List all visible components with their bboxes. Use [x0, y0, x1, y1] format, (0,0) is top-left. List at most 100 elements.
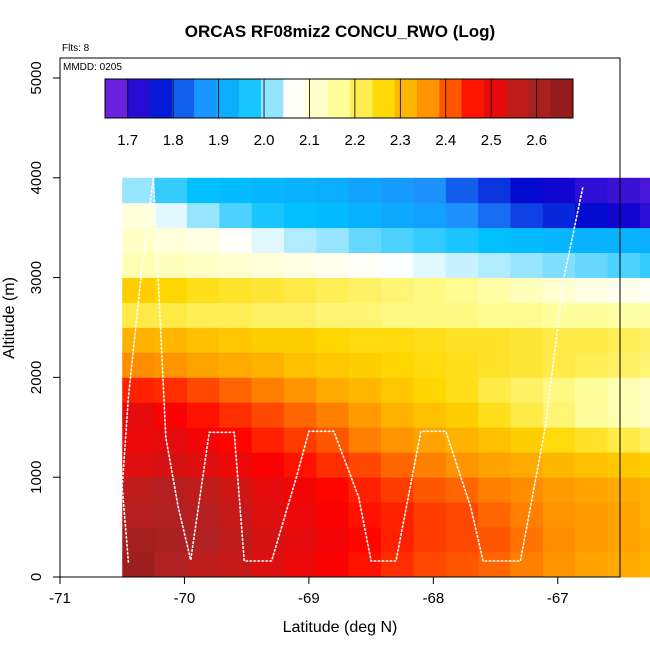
heatmap-cell	[122, 352, 155, 378]
heatmap-cell	[219, 352, 253, 378]
heatmap-cell	[639, 427, 650, 453]
x-axis: -71 -70 -69 -68 -67	[49, 576, 569, 607]
heatmap-cell	[575, 502, 608, 528]
heatmap-cell	[316, 327, 350, 353]
heatmap-cell	[316, 452, 350, 478]
heatmap-cell	[445, 527, 479, 553]
heatmap-cell	[478, 502, 511, 528]
heatmap-cell	[607, 502, 641, 528]
heatmap-cell	[478, 477, 511, 503]
heatmap-cell	[284, 377, 317, 403]
heatmap-cell	[154, 402, 188, 428]
heatmap-cell	[284, 277, 317, 303]
colorbar-swatch	[261, 79, 284, 118]
heatmap-cell	[478, 377, 511, 403]
heatmap-cell	[542, 227, 576, 254]
heatmap-cell	[154, 527, 188, 553]
heatmap-cell	[284, 427, 317, 453]
heatmap-cell	[478, 302, 511, 328]
heatmap-cell	[219, 177, 253, 204]
colorbar-tick-label: 2.6	[526, 132, 547, 149]
heatmap-cell	[575, 327, 608, 353]
heatmap-cell	[284, 527, 317, 553]
heatmap-cell	[607, 552, 641, 578]
heatmap-cell	[639, 377, 650, 403]
heatmap-cell	[639, 252, 650, 278]
colorbar-swatch	[194, 79, 217, 118]
colorbar-swatch	[528, 79, 552, 118]
colorbar-tick-label: 2.0	[254, 132, 275, 149]
heatmap-cell	[575, 177, 608, 204]
heatmap-cell	[445, 452, 479, 478]
heatmap-cell	[251, 277, 285, 303]
colorbar-tick-label: 2.5	[481, 132, 502, 149]
heatmap-cell	[542, 452, 576, 478]
heatmap-cell	[219, 477, 253, 503]
heatmap-cell	[348, 277, 382, 303]
heatmap-cell	[381, 227, 414, 254]
heatmap-cell	[478, 202, 511, 229]
colorbar-swatch	[417, 79, 440, 118]
heatmap-cell	[186, 227, 220, 254]
heatmap-cell	[122, 552, 155, 578]
heatmap-cell	[186, 352, 220, 378]
heatmap-cell	[445, 302, 479, 328]
heatmap-cell	[445, 477, 479, 503]
heatmap-cell	[542, 277, 576, 303]
heatmap-cell	[316, 377, 350, 403]
heatmap-cell	[607, 252, 641, 278]
heatmap-cell	[348, 252, 382, 278]
heatmap-cell	[251, 327, 285, 353]
colorbar-swatch	[550, 79, 574, 118]
heatmap-cell	[381, 427, 414, 453]
heatmap-cell	[478, 452, 511, 478]
heatmap-cell	[348, 402, 382, 428]
heatmap-cell	[316, 477, 350, 503]
heatmap-cell	[510, 527, 544, 553]
colorbar-swatch	[350, 79, 373, 118]
heatmap-cell	[122, 327, 155, 353]
heatmap-cell	[186, 402, 220, 428]
heatmap-cell	[251, 302, 285, 328]
colorbar-swatch	[439, 79, 463, 118]
heatmap-cell	[284, 477, 317, 503]
heatmap-cell	[575, 202, 608, 229]
colorbar-tick-label: 1.9	[208, 132, 229, 149]
x-tick-label: -71	[49, 590, 71, 607]
heatmap-cell	[639, 552, 650, 578]
heatmap-cell	[445, 327, 479, 353]
heatmap-cell	[542, 427, 576, 453]
heatmap-cell	[542, 377, 576, 403]
heatmap-cell	[413, 252, 447, 278]
heatmap-cell	[542, 477, 576, 503]
heatmap-cell	[575, 352, 608, 378]
heatmap-cell	[413, 277, 447, 303]
heatmap-cell	[478, 352, 511, 378]
heatmap-cell	[122, 377, 155, 403]
heatmap-cell	[510, 327, 544, 353]
heatmap-cell	[186, 202, 220, 229]
heatmap-cell	[478, 277, 511, 303]
heatmap-cell	[413, 227, 447, 254]
heatmap-cell	[607, 302, 641, 328]
heatmap-cell	[381, 552, 414, 578]
heatmap-cell	[413, 502, 447, 528]
heatmap-cell	[186, 277, 220, 303]
heatmap-cell	[186, 327, 220, 353]
flight-path-layer	[121, 177, 584, 563]
heatmap-cell	[154, 177, 188, 204]
heatmap-cell	[348, 327, 382, 353]
colorbar-swatch	[149, 79, 173, 118]
heatmap-cell	[284, 402, 317, 428]
heatmap-cell	[639, 177, 650, 204]
colorbar-tick-label: 1.8	[163, 132, 184, 149]
heatmap-cell	[413, 402, 447, 428]
heatmap-cell	[348, 477, 382, 503]
heatmap-cell	[316, 352, 350, 378]
heatmap-cell	[413, 177, 447, 204]
heatmap-cell	[639, 327, 650, 353]
heatmap-cell	[284, 327, 317, 353]
heatmap-cell	[575, 227, 608, 254]
x-tick-label: -68	[422, 590, 444, 607]
heatmap-cell	[510, 352, 544, 378]
